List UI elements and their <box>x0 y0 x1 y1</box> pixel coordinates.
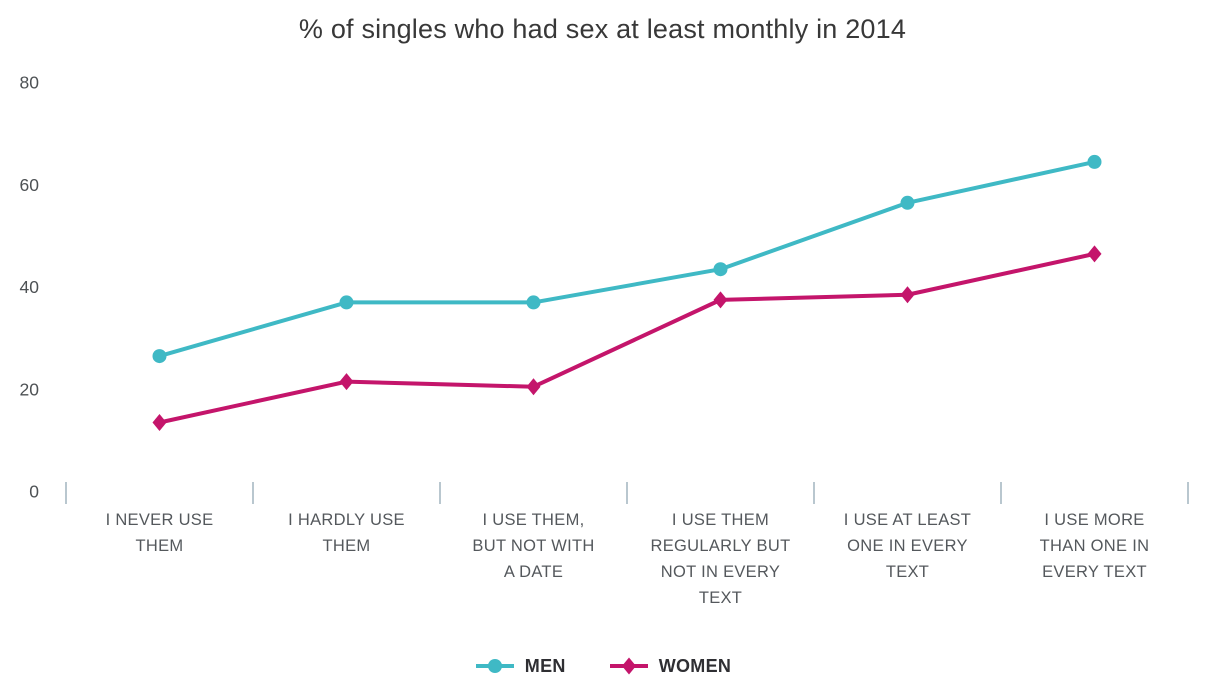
x-axis-category-label: I USE MORE THAN ONE IN EVERY TEXT <box>1040 511 1150 581</box>
x-axis-category-label: I NEVER USE THEM <box>106 511 214 555</box>
women-data-point <box>900 286 915 304</box>
x-axis-category-label: I USE THEM, BUT NOT WITH A DATE <box>472 511 594 581</box>
women-data-point <box>339 373 354 391</box>
men-data-point <box>339 295 354 310</box>
x-axis-category-label: I USE THEM REGULARLY BUT NOT IN EVERY TEXT <box>651 511 791 607</box>
chart-legend: MEN WOMEN <box>0 647 1205 685</box>
line-chart-plot-area: 0 20 40 60 80 I NEVER USE THEM I HARDLY USE THEM… <box>20 73 1189 607</box>
women-series-line <box>159 251 1095 425</box>
women-data-point <box>152 414 167 432</box>
x-axis-category-label: I USE AT LEAST ONE IN EVERY TEXT <box>844 511 971 581</box>
men-data-point <box>900 195 915 210</box>
legend-item-women: WOMEN <box>608 655 732 677</box>
women-data-point <box>1087 245 1102 263</box>
men-data-point <box>526 295 541 310</box>
y-axis-tick-label: 60 <box>20 175 40 195</box>
legend-item-men: MEN <box>474 655 566 677</box>
y-axis-tick-label: 40 <box>20 277 40 297</box>
y-axis-tick-label: 20 <box>20 379 40 399</box>
men-data-point <box>713 262 728 277</box>
men-legend-marker-icon <box>475 659 514 673</box>
men-data-point <box>152 349 167 364</box>
y-axis-tick-label: 0 <box>29 482 39 502</box>
men-series-line <box>158 159 1095 359</box>
chart-title: % of singles who had sex at least monthl… <box>298 14 907 44</box>
x-axis-category-label: I HARDLY USE THEM <box>288 511 405 555</box>
men-data-point <box>1087 154 1102 169</box>
y-axis-tick-label: 80 <box>20 73 40 93</box>
legend-label-women: WOMEN <box>658 655 732 676</box>
women-data-point <box>713 291 728 309</box>
women-data-point <box>526 378 541 396</box>
legend-label-men: MEN <box>524 655 566 676</box>
women-legend-marker-icon <box>609 657 648 675</box>
